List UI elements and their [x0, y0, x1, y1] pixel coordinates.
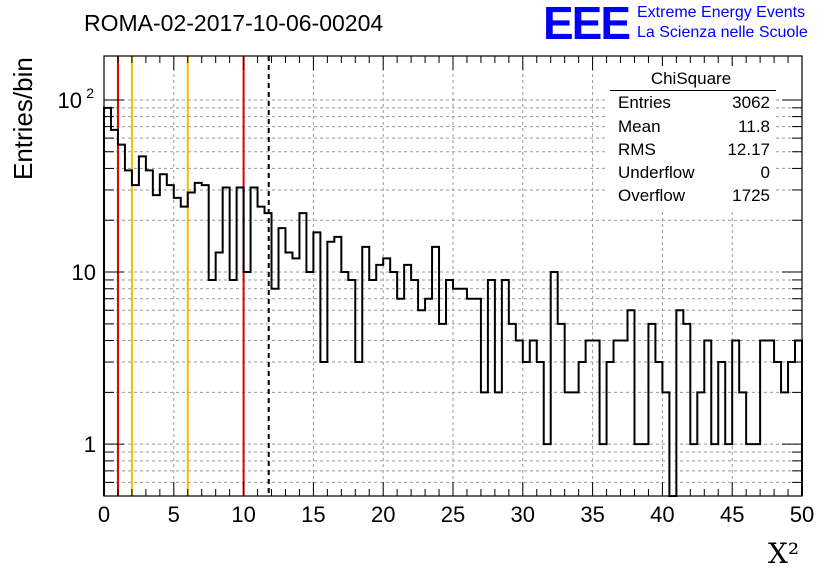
- x-tick-label: 10: [231, 502, 255, 527]
- x-tick-label: 5: [168, 502, 180, 527]
- stats-label: Entries: [618, 93, 671, 112]
- x-tick-label: 30: [511, 502, 535, 527]
- histogram-layer: [103, 106, 803, 497]
- stats-row-rms: RMS 12.17: [618, 140, 770, 163]
- stats-divider: [610, 90, 776, 91]
- x-tick-label: 15: [301, 502, 325, 527]
- stats-value: 0: [760, 163, 770, 182]
- stats-row-mean: Mean 11.8: [618, 117, 770, 140]
- x-tick-label: 0: [98, 502, 110, 527]
- x-tick-label: 25: [441, 502, 465, 527]
- stats-row-underflow: Underflow 0: [618, 163, 770, 186]
- eee-logo: EEE: [543, 0, 631, 49]
- stats-title: ChiSquare: [650, 69, 732, 88]
- stats-label: Overflow: [618, 186, 686, 205]
- stats-label: RMS: [618, 140, 656, 159]
- stats-row-overflow: Overflow 1725: [618, 186, 770, 209]
- stats-value: 1725: [732, 186, 770, 205]
- y-axis-label: Entries/bin: [8, 57, 38, 180]
- y-tick-label: 10: [72, 260, 96, 285]
- x-tick-label: 45: [720, 502, 744, 527]
- stats-row-entries: Entries 3062: [618, 93, 770, 116]
- y-tick-label: 10: [58, 88, 82, 113]
- stats-label: Mean: [618, 117, 661, 136]
- histogram-outline: [103, 106, 803, 497]
- x-tick-label: 20: [371, 502, 395, 527]
- stats-box: ChiSquare Entries 3062 Mean 11.8 RMS 12.…: [606, 66, 776, 210]
- brand-subtitle-1: Extreme Energy Events: [637, 4, 806, 21]
- brand-subtitle-2: La Scienza nelle Scuole: [637, 24, 808, 41]
- x-axis-label: X²: [768, 537, 800, 570]
- stats-value: 11.8: [738, 117, 770, 136]
- stats-value: 12.17: [727, 140, 770, 159]
- stats-label: Underflow: [618, 163, 695, 182]
- reference-lines-layer: [116, 56, 270, 496]
- x-tick-label: 35: [580, 502, 604, 527]
- x-tick-label: 40: [650, 502, 674, 527]
- stats-value: 3062: [732, 93, 770, 112]
- y-tick-label-exponent: 2: [86, 85, 94, 101]
- y-tick-label: 1: [84, 432, 96, 457]
- chart-title: ROMA-02-2017-10-06-00204: [84, 10, 384, 36]
- x-tick-label: 50: [790, 502, 814, 527]
